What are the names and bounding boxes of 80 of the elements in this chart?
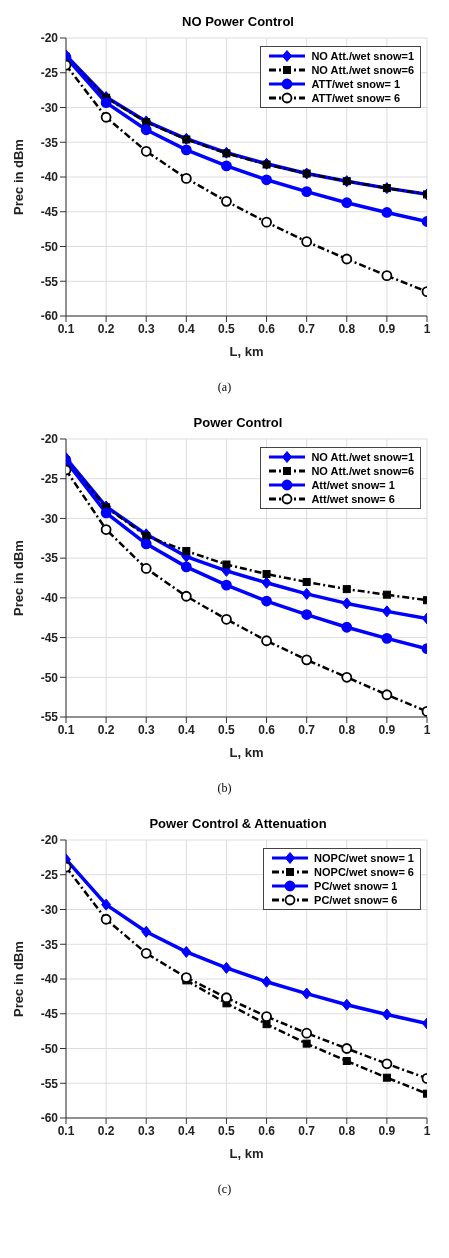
legend-label: NO Att./wet snow=1 xyxy=(311,450,414,464)
y-tick-label: -45 xyxy=(40,205,59,220)
x-tick-label: 1 xyxy=(423,722,431,737)
legend-label: PC/wet snow= 1 xyxy=(314,879,398,893)
x-tick-label: 0.4 xyxy=(177,722,195,737)
legend-label: NOPC/wet snow= 6 xyxy=(314,865,414,879)
x-tick-label: 0.8 xyxy=(338,1123,356,1138)
y-tick-label: -40 xyxy=(40,591,59,606)
chart-title: Power Control xyxy=(193,415,283,430)
y-tick-label: -35 xyxy=(40,135,59,150)
legend-label: Att/wet snow= 6 xyxy=(311,492,395,506)
x-axis-title: L, km xyxy=(229,1146,264,1161)
y-axis-title: Prec in dBm xyxy=(10,540,26,616)
y-tick-label: -25 xyxy=(40,868,59,883)
x-tick-label: 1 xyxy=(423,321,431,336)
x-tick-label: 0.3 xyxy=(137,722,155,737)
y-tick-label: -30 xyxy=(40,902,59,917)
x-tick-label: 0.7 xyxy=(298,722,316,737)
x-tick-label: 0.9 xyxy=(378,722,396,737)
y-tick-label: -60 xyxy=(40,1111,59,1126)
y-tick-label: -50 xyxy=(40,239,59,254)
x-tick-label: 0.9 xyxy=(378,1123,396,1138)
y-tick-label: -30 xyxy=(40,511,59,526)
y-tick-label: -55 xyxy=(40,1076,59,1091)
y-axis-title: Prec in dBm xyxy=(10,941,26,1017)
x-tick-label: 0.5 xyxy=(218,321,236,336)
y-tick-label: -40 xyxy=(40,170,59,185)
x-tick-label: 0.2 xyxy=(97,722,115,737)
y-tick-label: -25 xyxy=(40,66,59,81)
x-tick-label: 0.7 xyxy=(298,321,316,336)
x-tick-label: 0.7 xyxy=(298,1123,316,1138)
x-axis-title: L, km xyxy=(229,745,264,760)
x-tick-label: 0.1 xyxy=(57,1123,75,1138)
x-tick-label: 0.3 xyxy=(137,321,155,336)
text: (a) xyxy=(216,380,233,395)
y-tick-label: -55 xyxy=(40,274,59,289)
x-tick-label: 0.5 xyxy=(218,1123,236,1138)
text: (c) xyxy=(216,1182,233,1197)
y-tick-label: -20 xyxy=(40,432,59,447)
y-tick-label: -25 xyxy=(40,471,59,486)
y-tick-label: -20 xyxy=(40,31,59,46)
legend-label: NO Att./wet snow=1 xyxy=(311,49,414,63)
x-tick-label: 0.2 xyxy=(97,1123,115,1138)
legend-label: Att/wet snow= 1 xyxy=(311,478,395,492)
x-tick-label: 0.1 xyxy=(57,321,75,336)
legend-label: PC/wet snow= 6 xyxy=(314,893,398,907)
y-tick-label: -35 xyxy=(40,937,59,952)
y-tick-label: -60 xyxy=(40,309,59,324)
x-tick-label: 0.1 xyxy=(57,722,75,737)
x-axis-title: L, km xyxy=(229,344,264,359)
x-tick-label: 0.4 xyxy=(177,321,195,336)
y-tick-label: -45 xyxy=(40,630,59,645)
chart-title: NO Power Control xyxy=(182,14,294,29)
y-axis-title: Prec in dBm xyxy=(10,139,26,215)
legend-label: ATT/wet snow= 1 xyxy=(311,77,401,91)
y-tick-label: -50 xyxy=(40,1041,59,1056)
x-tick-label: 0.8 xyxy=(338,321,356,336)
x-tick-label: 0.6 xyxy=(258,321,276,336)
y-tick-label: -20 xyxy=(40,833,59,848)
x-tick-label: 1 xyxy=(423,1123,431,1138)
legend-label: NO Att./wet snow=6 xyxy=(311,63,414,77)
y-tick-label: -35 xyxy=(40,551,59,566)
x-tick-label: 0.8 xyxy=(338,722,356,737)
y-tick-label: -40 xyxy=(40,972,59,987)
x-tick-label: 0.6 xyxy=(258,722,276,737)
y-tick-label: -45 xyxy=(40,1007,59,1022)
x-tick-label: 0.4 xyxy=(177,1123,195,1138)
text: (b) xyxy=(216,781,233,796)
x-tick-label: 0.3 xyxy=(137,1123,155,1138)
y-tick-label: -55 xyxy=(40,710,59,725)
x-tick-label: 0.9 xyxy=(378,321,396,336)
chart-title: Power Control & Attenuation xyxy=(149,816,327,831)
x-tick-label: 0.6 xyxy=(258,1123,276,1138)
y-tick-label: -50 xyxy=(40,670,59,685)
legend-label: ATT/wet snow= 6 xyxy=(311,91,401,105)
x-tick-label: 0.5 xyxy=(218,722,236,737)
legend-label: NO Att./wet snow=6 xyxy=(311,464,414,478)
x-tick-label: 0.2 xyxy=(97,321,115,336)
y-tick-label: -30 xyxy=(40,100,59,115)
legend-label: NOPC/wet snow= 1 xyxy=(314,851,414,865)
